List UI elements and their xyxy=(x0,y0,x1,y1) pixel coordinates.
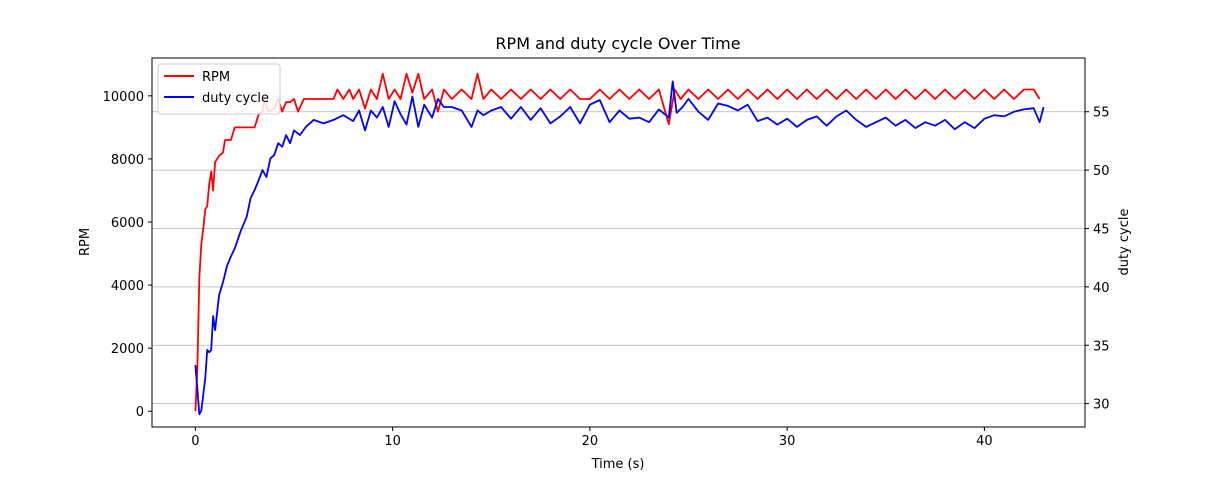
series-line-rpm xyxy=(194,72,1041,412)
axes-frame xyxy=(151,57,1086,428)
y-left-tick-label: 8000 xyxy=(111,153,144,168)
y-left-tick-label: 0 xyxy=(136,405,144,420)
y-right-tick-label: 50 xyxy=(1093,164,1110,179)
y-axis-right-label: duty cycle xyxy=(1117,208,1132,275)
x-tick-label: 10 xyxy=(384,434,401,449)
y-right-tick-label: 30 xyxy=(1093,398,1110,413)
y-left-tick-label: 6000 xyxy=(111,216,144,231)
x-tick-label: 40 xyxy=(976,434,993,449)
chart-title: RPM and duty cycle Over Time xyxy=(495,34,740,53)
x-tick-label: 20 xyxy=(582,434,599,449)
grid xyxy=(152,111,1085,405)
y-right-tick-label: 35 xyxy=(1093,339,1110,354)
legend-label-duty-cycle: duty cycle xyxy=(202,91,269,106)
x-axis: 0 10 20 30 40 xyxy=(191,427,993,449)
y-right-tick-label: 55 xyxy=(1093,106,1110,121)
x-tick-label: 30 xyxy=(779,434,796,449)
legend-label-rpm: RPM xyxy=(202,70,230,85)
plot-area xyxy=(194,72,1045,416)
y-left-tick-label: 2000 xyxy=(111,342,144,357)
legend: RPM duty cycle xyxy=(157,63,281,115)
y-right-tick-label: 45 xyxy=(1093,222,1110,237)
y-axis-right: 30 35 40 45 50 55 xyxy=(1085,106,1110,413)
x-axis-label: Time (s) xyxy=(591,457,645,472)
y-left-tick-label: 10000 xyxy=(103,90,144,105)
y-left-tick-label: 4000 xyxy=(111,279,144,294)
y-axis-left: 0 2000 4000 6000 8000 10000 xyxy=(103,90,152,420)
y-axis-left-label: RPM xyxy=(78,228,93,256)
x-tick-label: 0 xyxy=(191,434,199,449)
series-line-duty-cycle xyxy=(194,80,1045,416)
y-right-tick-label: 40 xyxy=(1093,281,1110,296)
